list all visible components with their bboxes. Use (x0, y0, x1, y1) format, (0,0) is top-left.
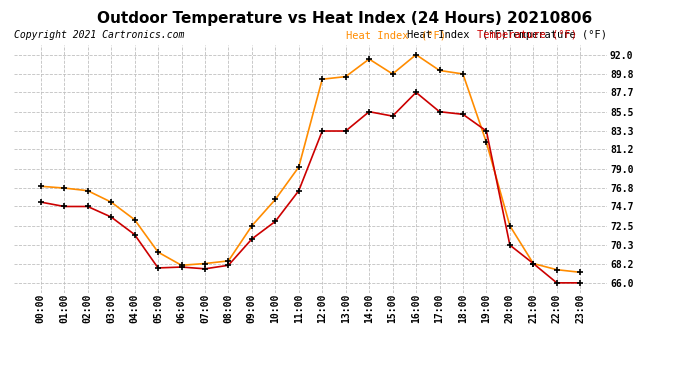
Text: Heat Index  (°F)Temperature (°F): Heat Index (°F)Temperature (°F) (407, 30, 607, 40)
Text: Temperature (°F): Temperature (°F) (477, 30, 577, 40)
Text: Copyright 2021 Cartronics.com: Copyright 2021 Cartronics.com (14, 30, 184, 40)
Text: Heat Index  (°F): Heat Index (°F) (346, 30, 446, 40)
Text: Outdoor Temperature vs Heat Index (24 Hours) 20210806: Outdoor Temperature vs Heat Index (24 Ho… (97, 11, 593, 26)
